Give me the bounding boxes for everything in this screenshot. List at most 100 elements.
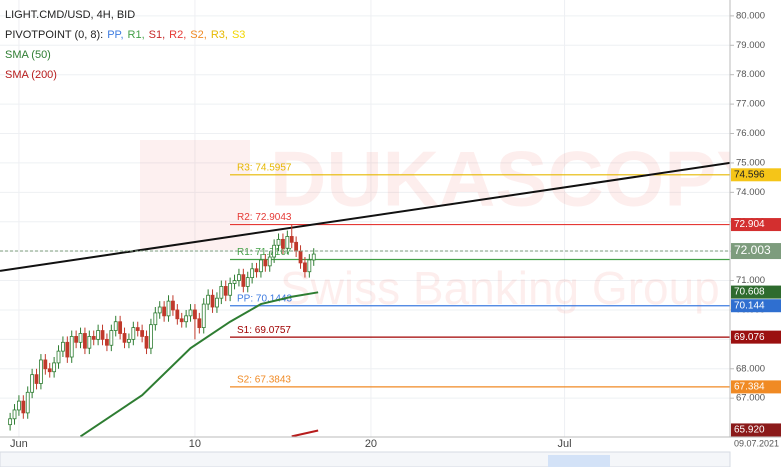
pivot-legend-item: R1, — [128, 29, 145, 41]
candle-body — [245, 277, 250, 287]
candle-body — [197, 318, 202, 329]
y-tick-label: 80.000 — [736, 10, 765, 21]
candle-body — [87, 336, 92, 349]
candle-body — [254, 268, 259, 273]
candle-body — [122, 333, 127, 343]
candle-body — [311, 253, 316, 261]
price-tag — [731, 380, 781, 394]
candle-body — [113, 321, 118, 331]
legend-title: LIGHT.CMD/USD, 4H, BID — [5, 9, 135, 21]
pivot-legend-item: R3, — [211, 29, 228, 41]
candle-body — [109, 330, 114, 346]
navigator-window[interactable] — [548, 455, 610, 467]
candle-body — [171, 300, 175, 311]
candle-body — [223, 286, 228, 296]
pivot-legend-item: PP, — [107, 29, 123, 41]
y-tick-label: 75.000 — [736, 157, 765, 168]
candle-body — [149, 324, 153, 349]
candle-body — [285, 236, 290, 249]
pivot-label: R2: 72.9043 — [237, 212, 292, 223]
pivot-legend-item: S2, — [190, 29, 207, 41]
candle-body — [201, 303, 206, 329]
candle-body — [250, 268, 255, 279]
candle-body — [303, 262, 307, 273]
legend-entry: SMA (200) — [5, 69, 57, 81]
pivot-legend-item: R2, — [169, 29, 186, 41]
pivot-legend-item: S3 — [232, 29, 245, 41]
pivot-label: S2: 67.3843 — [237, 375, 291, 386]
x-tick-label: Jul — [558, 438, 572, 450]
candle-body — [43, 359, 48, 370]
x-tick-label: Jun — [10, 438, 28, 450]
price-tag-label: 69.076 — [734, 332, 765, 343]
y-tick-label: 67.000 — [736, 393, 765, 404]
price-tag-label: 67.384 — [734, 382, 765, 393]
y-tick-label: 76.000 — [736, 128, 765, 139]
candle-body — [74, 336, 79, 343]
y-tick-label: 71.000 — [736, 275, 765, 286]
candle-body — [131, 327, 136, 340]
candle-body — [162, 306, 167, 317]
x-tick-label: 20 — [365, 438, 377, 450]
candle-body — [219, 286, 224, 299]
candle-body — [153, 312, 158, 326]
trendline — [0, 161, 730, 272]
price-tag-label: 70.608 — [734, 287, 765, 298]
candle-body — [157, 306, 162, 314]
price-tag-label: 70.144 — [734, 300, 765, 311]
candle-body — [135, 327, 140, 331]
candle-body — [39, 359, 43, 384]
candle-body — [91, 336, 96, 340]
candle-body — [52, 362, 57, 373]
pivot-legend: PIVOTPOINT (0, 8): PP, R1, S1, R2, S2, R3, S3 — [5, 29, 245, 41]
candle-body — [56, 350, 61, 364]
candle-body — [298, 250, 303, 264]
candle-body — [61, 341, 65, 352]
candle-body — [69, 336, 74, 358]
candle-body — [30, 374, 35, 393]
candle-body — [175, 309, 180, 320]
candle-body — [188, 309, 193, 317]
candle-body — [105, 338, 109, 346]
candle-body — [34, 374, 39, 384]
price-tag-label: 65.920 — [734, 425, 765, 436]
candle-body — [12, 409, 17, 420]
candle-body — [184, 315, 189, 323]
pivot-label: PP: 70.1443 — [237, 293, 292, 304]
candle-body — [144, 336, 149, 349]
last-price-label: 72.003 — [734, 243, 771, 257]
candle-body — [166, 300, 171, 317]
date-label: 09.07.2021 — [734, 438, 779, 448]
candle-body — [118, 321, 123, 334]
candle-body — [17, 400, 21, 411]
price-tag — [731, 423, 781, 437]
x-tick-label: 10 — [189, 438, 201, 450]
y-tick-label: 74.000 — [736, 187, 765, 198]
price-tag-label: 74.596 — [734, 169, 765, 180]
y-tick-label: 77.000 — [736, 99, 765, 110]
candle-body — [267, 256, 272, 267]
candle-body — [276, 238, 281, 246]
plot-area: DUKASCOPY Swiss Banking Group R3: 74.5957 R… — [0, 0, 730, 437]
candle-body — [206, 294, 211, 305]
candle-body — [47, 368, 52, 373]
y-tick-label: 68.000 — [736, 363, 765, 374]
candle-body — [83, 333, 87, 349]
overlay: 67.00068.00069.00070.00071.00072.00073.0… — [5, 9, 781, 450]
price-tag — [731, 299, 781, 313]
last-price-tag — [731, 243, 781, 260]
candle-body — [307, 259, 312, 273]
candle-body — [210, 294, 215, 308]
candle-body — [241, 274, 246, 287]
candle-body — [96, 330, 101, 340]
candle-body — [294, 241, 299, 252]
candle-body — [65, 341, 70, 358]
y-tick-label: 78.000 — [736, 69, 765, 80]
price-tag — [731, 218, 781, 232]
candle-body — [140, 330, 145, 337]
navigator[interactable] — [0, 451, 731, 467]
candle-body — [281, 238, 285, 249]
candle-body — [232, 280, 237, 284]
